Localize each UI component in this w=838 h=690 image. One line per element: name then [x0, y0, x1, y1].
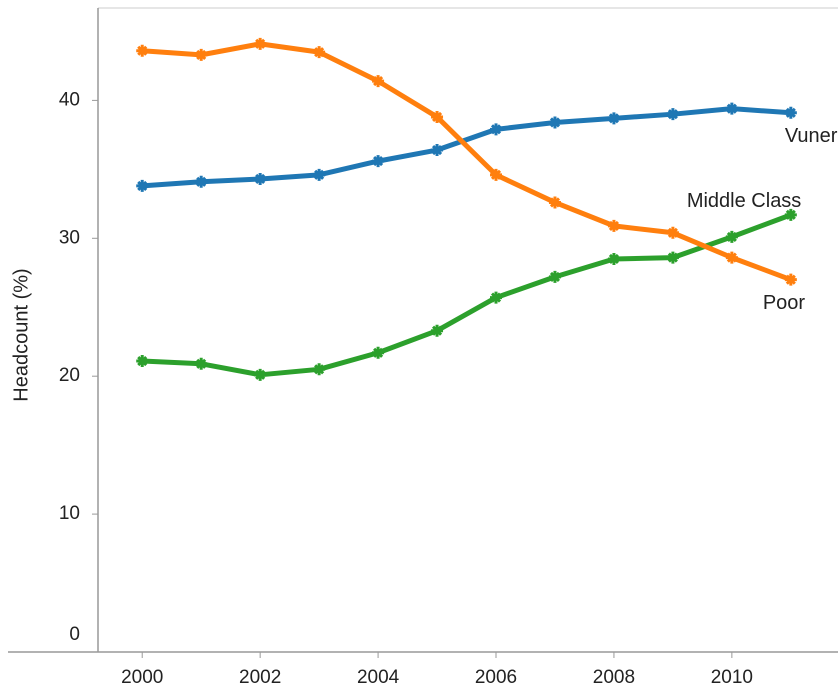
y-tick-label: 40 — [59, 89, 80, 110]
point-marker — [254, 37, 267, 50]
point-marker — [490, 291, 503, 304]
point-marker — [136, 355, 149, 368]
point-marker — [548, 196, 561, 209]
x-tick-label: 2002 — [239, 667, 281, 688]
point-marker — [431, 144, 444, 157]
point-marker — [725, 251, 738, 264]
x-tick-label: 2000 — [121, 667, 163, 688]
series-line — [142, 41, 792, 283]
point-marker — [607, 219, 620, 232]
point-marker — [195, 357, 208, 370]
series-label: Middle Class — [687, 190, 801, 212]
point-marker — [372, 155, 385, 168]
point-marker — [136, 179, 149, 192]
x-tick-label: 2008 — [593, 667, 635, 688]
point-marker — [431, 110, 444, 123]
series-line — [142, 212, 792, 378]
point-marker — [784, 106, 797, 119]
x-tick-label: 2004 — [357, 667, 400, 688]
y-tick-label: 20 — [59, 365, 80, 386]
point-marker — [195, 48, 208, 61]
point-marker — [136, 44, 149, 57]
point-marker — [725, 102, 738, 115]
point-marker — [431, 324, 444, 337]
y-tick-label: 10 — [59, 503, 80, 524]
point-marker — [666, 108, 679, 121]
point-marker — [548, 116, 561, 129]
y-axis-label: Headcount (%) — [10, 268, 32, 401]
y-tick-label: 30 — [59, 227, 80, 248]
point-marker — [490, 123, 503, 136]
point-marker — [313, 46, 326, 59]
point-marker — [313, 363, 326, 376]
point-marker — [548, 270, 561, 283]
y-tick-label: 0 — [69, 624, 80, 645]
x-tick-label: 2006 — [475, 667, 517, 688]
series-label: Vunerable — [785, 125, 838, 147]
point-marker — [254, 368, 267, 381]
point-marker — [372, 346, 385, 359]
point-marker — [607, 252, 620, 265]
point-marker — [490, 168, 503, 181]
point-marker — [784, 208, 797, 221]
point-marker — [784, 273, 797, 286]
x-tick-label: 2010 — [711, 667, 753, 688]
point-marker — [666, 226, 679, 239]
point-marker — [195, 175, 208, 188]
series-line — [142, 106, 792, 189]
point-marker — [666, 251, 679, 264]
series-label: Poor — [763, 292, 806, 314]
point-marker — [313, 168, 326, 181]
point-marker — [372, 75, 385, 88]
point-marker — [725, 230, 738, 243]
point-marker — [254, 172, 267, 185]
point-marker — [607, 112, 620, 125]
